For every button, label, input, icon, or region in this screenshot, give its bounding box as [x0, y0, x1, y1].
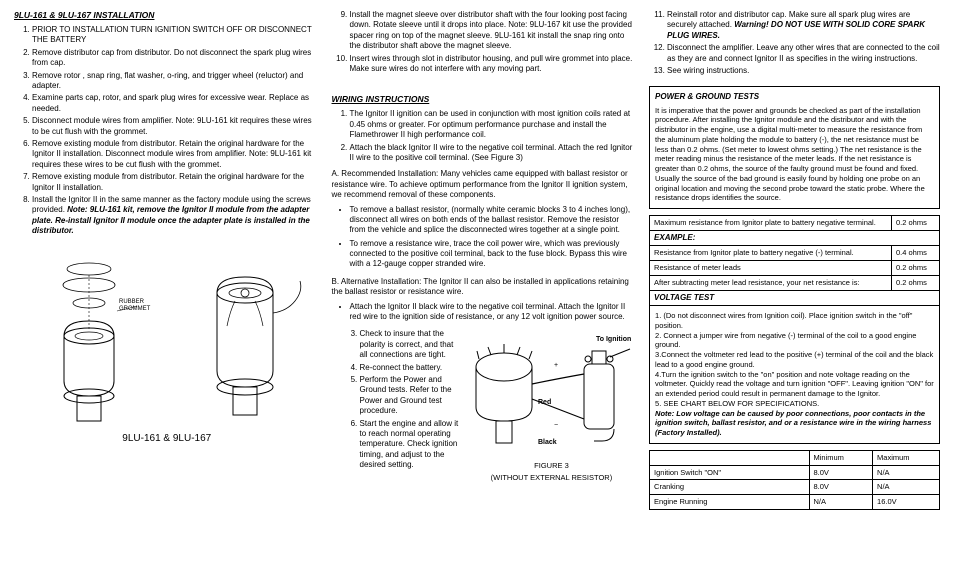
fig3-caption1: FIGURE 3 [534, 461, 569, 471]
voltage-note: Note: Low voltage can be caused by poor … [655, 409, 934, 438]
step-6: Remove existing module from distributor.… [32, 139, 320, 170]
to-ignition-label: To Ignition [596, 336, 631, 343]
diagram-caption: 9LU-161 & 9LU-167 [14, 432, 320, 445]
column-2: Install the magnet sleeve over distribut… [332, 10, 638, 570]
install-steps-cont: Install the magnet sleeve over distribut… [332, 10, 638, 76]
vstep-5: 5. SEE CHART BELOW FOR SPECIFICATIONS. [655, 399, 934, 409]
diagram-right [170, 248, 320, 428]
step-13: See wiring instructions. [667, 66, 940, 76]
grommet-label: RUBBER [119, 299, 145, 305]
distributor-exploded-icon: RUBBER GROMMET [19, 251, 159, 426]
bullet-a1: To remove a ballast resistor, (normally … [350, 205, 638, 236]
column-1: 9LU-161 & 9LU-167 INSTALLATION PRIOR TO … [14, 10, 320, 570]
bullets-a: To remove a ballast resistor, (normally … [332, 205, 638, 273]
fig3-caption2: (WITHOUT EXTERNAL RESISTOR) [491, 473, 613, 483]
step-9: Install the magnet sleeve over distribut… [350, 10, 638, 52]
vstep-1: 1. (Do not disconnect wires from Ignitio… [655, 311, 934, 331]
vstep-3: 3.Connect the voltmeter red lead to the … [655, 350, 934, 370]
wiring-title: WIRING INSTRUCTIONS [332, 94, 638, 105]
wiring-steps: The Ignitor II ignition can be used in c… [332, 109, 638, 165]
figure-3: + − To Ignition Red Black FIGURE 3 (WITH… [466, 329, 637, 483]
bullet-b1: Attach the Ignitor II black wire to the … [350, 302, 638, 323]
step-1: PRIOR TO INSTALLATION TURN IGNITION SWIT… [32, 25, 320, 46]
step-4: Examine parts cap, rotor, and spark plug… [32, 93, 320, 114]
check-6: Start the engine and allow it to reach n… [360, 419, 460, 471]
check-steps: Check to insure that the polarity is cor… [332, 329, 460, 470]
diagram-left: RUBBER GROMMET [14, 248, 164, 428]
step-2: Remove distributor cap from distributor.… [32, 48, 320, 69]
voltage-box: 1. (Do not disconnect wires from Ignitio… [649, 306, 940, 444]
voltage-table: MinimumMaximum Ignition Switch "ON"8.0VN… [649, 450, 940, 510]
pg-title: POWER & GROUND TESTS [655, 92, 934, 102]
check-3: Check to insure that the polarity is cor… [360, 329, 460, 360]
step-10: Insert wires through slot in distributor… [350, 54, 638, 75]
step-7: Remove existing module from distributor.… [32, 172, 320, 193]
install-steps: PRIOR TO INSTALLATION TURN IGNITION SWIT… [14, 25, 320, 238]
rec-install: A. Recommended Installation: Many vehicl… [332, 169, 638, 200]
black-label: Black [538, 439, 557, 446]
svg-text:GROMMET: GROMMET [119, 306, 151, 312]
power-ground-box: POWER & GROUND TESTS It is imperative th… [649, 86, 940, 209]
step-3: Remove rotor , snap ring, flat washer, o… [32, 71, 320, 92]
check-4: Re-connect the battery. [360, 363, 460, 373]
resistance-table: Maximum resistance from Ignitor plate to… [649, 215, 940, 306]
bullet-a2: To remove a resistance wire, trace the c… [350, 239, 638, 270]
diagram-row: RUBBER GROMMET [14, 248, 320, 428]
vstep-2: 2. Connect a jumper wire from negative (… [655, 331, 934, 351]
step-11: Reinstall rotor and distributor cap. Mak… [667, 10, 940, 41]
bullets-b: Attach the Ignitor II black wire to the … [332, 302, 638, 326]
pg-text: It is imperative that the power and grou… [655, 106, 934, 204]
distributor-assembled-icon [175, 251, 315, 426]
column-3: Reinstall rotor and distributor cap. Mak… [649, 10, 940, 570]
install-steps-cont2: Reinstall rotor and distributor cap. Mak… [649, 10, 940, 78]
step-12: Disconnect the amplifier. Leave any othe… [667, 43, 940, 64]
step-5: Disconnect module wires from amplifier. … [32, 116, 320, 137]
red-label: Red [538, 399, 551, 406]
step-8: Install the Ignitor II in the same manne… [32, 195, 320, 237]
svg-text:+: + [554, 362, 558, 369]
vstep-4: 4.Turn the ignition switch to the "on" p… [655, 370, 934, 399]
svg-text:−: − [554, 422, 558, 429]
install-title: 9LU-161 & 9LU-167 INSTALLATION [14, 10, 320, 21]
alt-install: B. Alternative Installation: The Ignitor… [332, 277, 638, 298]
wiring-2: Attach the black Ignitor II wire to the … [350, 143, 638, 164]
coil-wiring-icon: + − To Ignition Red Black [466, 329, 636, 459]
wiring-1: The Ignitor II ignition can be used in c… [350, 109, 638, 140]
check-5: Perform the Power and Ground tests. Refe… [360, 375, 460, 417]
